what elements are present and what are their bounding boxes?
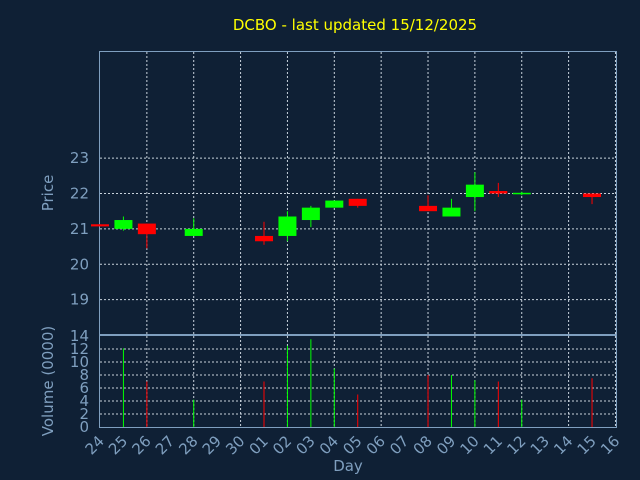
volume-panel-frame [99,335,617,428]
day-tick-label: 03 [292,432,318,458]
candle-body [91,224,109,227]
volume-tick-label: 10 [70,353,89,371]
price-tick-label: 19 [70,291,89,309]
volume-tick-label: 4 [79,392,89,410]
day-tick-label: 16 [597,432,623,458]
candle-body [512,192,531,195]
volume-tick-label: 2 [79,405,89,423]
day-tick-label: 07 [386,432,412,458]
day-tick-label: 11 [480,432,506,458]
day-tick-label: 09 [433,432,459,458]
price-tick-label: 20 [70,255,89,273]
price-grid [100,52,616,335]
candle-body [583,193,602,198]
candle-body [278,216,297,236]
candle-body [137,223,156,235]
day-tick-label: 30 [222,432,248,458]
day-tick-label: 15 [574,432,600,458]
chart-title: DCBO - last updated 15/12/2025 [233,16,477,34]
price-tick-label: 22 [70,185,89,203]
day-tick-label: 13 [527,432,553,458]
day-tick-label: 12 [503,432,529,458]
day-tick-label: 14 [550,432,576,458]
candle-body [301,207,320,221]
x-axis-label: Day [333,457,363,475]
day-tick-label: 28 [175,432,201,458]
candle-body [325,200,344,208]
candle-body [114,220,133,229]
price-axis-label: Price [39,175,57,212]
candle-body [184,228,203,236]
candle-body [442,207,461,217]
day-tick-label: 26 [128,432,154,458]
candle-body [255,235,274,242]
volume-axis-label: Volume (0000) [39,326,57,436]
day-tick-label: 27 [152,432,178,458]
price-y-ticks: 19 20 21 22 23 [70,149,89,309]
day-tick-label: 29 [199,432,225,458]
volume-tick-label: 14 [70,327,89,345]
day-tick-label: 05 [339,432,365,458]
day-tick-label: 02 [269,432,295,458]
volume-tick-label: 8 [79,366,89,384]
volume-bars [122,339,593,427]
candle-body [348,198,367,206]
price-tick-label: 23 [70,149,89,167]
day-tick-label: 01 [246,432,272,458]
candle-body [489,191,508,194]
day-tick-label: 04 [316,432,342,458]
price-panel-frame [99,51,617,335]
candlesticks [91,172,602,249]
day-tick-label: 06 [363,432,389,458]
day-tick-label: 10 [456,432,482,458]
day-x-ticks: 2425262728293001020304050607080910111213… [82,432,624,458]
candle-body [419,205,438,212]
day-tick-label: 24 [82,432,108,458]
candle-body [465,184,484,198]
price-tick-label: 21 [70,220,89,238]
volume-tick-label: 0 [79,418,89,436]
day-tick-label: 08 [410,432,436,458]
volume-tick-label: 12 [70,340,89,358]
day-tick-label: 25 [105,432,131,458]
volume-tick-label: 6 [79,379,89,397]
